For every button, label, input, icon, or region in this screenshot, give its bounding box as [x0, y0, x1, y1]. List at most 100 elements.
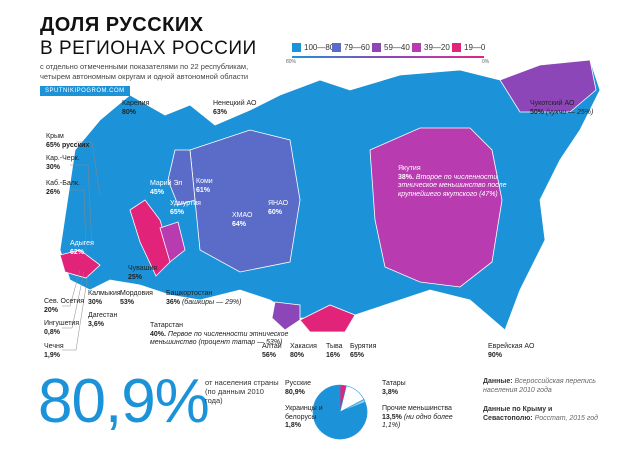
- legend-label: 59—40: [384, 43, 410, 52]
- region-value: 0,8%: [44, 328, 60, 336]
- region-value: 62%: [70, 248, 85, 256]
- legend-label: 100—80%: [304, 43, 342, 52]
- region-label: Карелия 80%: [122, 100, 172, 117]
- source-label: Данные:: [483, 378, 513, 385]
- region-name: Чукотский АО: [530, 100, 575, 107]
- region-label: Тыва 16%: [326, 343, 351, 360]
- big-value: 80,9%: [38, 367, 210, 436]
- region-name: Карелия: [122, 100, 150, 107]
- region-name: Еврейская АО: [488, 343, 535, 350]
- legend-swatch: [452, 43, 461, 52]
- region-value: 65%: [170, 208, 185, 216]
- region-value: 45%: [150, 188, 165, 196]
- pie-label-name: Украинцы и белорусы: [285, 405, 323, 421]
- region-name: Бурятия: [350, 343, 377, 350]
- pie-label: Татары 3,8%: [382, 380, 462, 397]
- region-name: Башкортостан: [166, 290, 213, 297]
- region-name: ХМАО: [232, 212, 253, 219]
- region-label: Кар.-Черк. 30%: [46, 155, 91, 172]
- region-value: 36%: [166, 298, 181, 306]
- region-label: Хакасия 80%: [290, 343, 325, 360]
- region-label: Коми 61%: [196, 178, 226, 195]
- region-name: Коми: [196, 178, 213, 185]
- leader-line: [76, 141, 101, 197]
- leader-line: [62, 273, 89, 351]
- leader-lines: [62, 141, 101, 351]
- region-note: (чукчи — 25%): [545, 108, 594, 116]
- region-value: 80%: [122, 108, 137, 116]
- source-text: Всероссийская перепись населения 2010 го…: [483, 378, 596, 394]
- region-name: Дагестан: [88, 312, 118, 319]
- region-label: Дагестан 3,6%: [88, 312, 128, 329]
- region-label: Мордовия 53%: [120, 290, 160, 307]
- region-value: 56%: [262, 351, 277, 359]
- pie-slice: [312, 384, 368, 440]
- region-label: Бурятия 65%: [350, 343, 385, 360]
- region-value: 50%: [530, 108, 545, 116]
- region-value: 20%: [44, 306, 59, 314]
- title: В РЕГИОНАХ РОССИИ: [40, 38, 257, 59]
- legend-label: 79—60: [344, 43, 370, 52]
- region-komi: [167, 149, 196, 206]
- region-value: 60%: [268, 208, 283, 216]
- region-note: Второе по численности этническое меньшин…: [398, 173, 507, 198]
- region-label: Чувашия 25%: [128, 265, 168, 282]
- region-value: 40%.: [150, 330, 166, 338]
- leader-line: [70, 164, 93, 249]
- region-label: Якутия 38%. Второе по численности этничес…: [398, 165, 508, 199]
- region-chukotka: [499, 59, 597, 113]
- region-name: ЯНАО: [268, 200, 289, 207]
- region-name: Кар.-Черк.: [46, 155, 80, 162]
- region-label: Чукотский АО 50% (чукчи — 25%): [530, 100, 600, 117]
- region-label: Калмыкия 30%: [88, 290, 123, 307]
- legend-item: 39—20: [412, 43, 450, 52]
- legend-swatch: [412, 43, 421, 52]
- source: Данные: Всероссийская перепись населения…: [483, 378, 603, 395]
- region-label: Башкортостан 36% (башкиры — 29%): [166, 290, 256, 307]
- region-value: 53%: [120, 298, 135, 306]
- pie-label: Украинцы и белорусы 1,8%: [285, 405, 340, 431]
- region-label: Удмуртия 65%: [170, 200, 210, 217]
- legend-swatch: [332, 43, 341, 52]
- region-name: Каб.-Балк.: [46, 180, 80, 187]
- region-note: (башкиры — 29%): [181, 298, 242, 306]
- region-name: Адыгея: [70, 240, 94, 247]
- region-name: Ингушетия: [44, 320, 80, 327]
- region-name: Якутия: [398, 165, 421, 172]
- source: Данные по Крыму и Севастополю: Росстат, …: [483, 406, 603, 423]
- region-bashkortostan: [159, 221, 186, 263]
- legend-scale: [292, 56, 484, 58]
- region-name: Сев. Осетия: [44, 298, 85, 305]
- pie-label: Прочие меньшинства 13,5% (ни одно более 1…: [382, 405, 462, 431]
- region-label: Каб.-Балк. 26%: [46, 180, 91, 197]
- region-label: ЯНАО 60%: [268, 200, 298, 217]
- leader-line: [62, 271, 85, 329]
- big-caption: от населения страны (по данным 2010 года…: [205, 378, 279, 405]
- region-label: Адыгея 62%: [70, 240, 110, 257]
- site-badge: SPUTNIKIPOGROM.COM: [40, 86, 130, 96]
- region-value: 3,6%: [88, 320, 104, 328]
- legend-item: 100—80%: [292, 43, 341, 52]
- legend-swatch: [292, 43, 301, 52]
- region-value: 64%: [232, 220, 247, 228]
- region-name: Чувашия: [128, 265, 158, 272]
- title: ДОЛЯ РУССКИХ: [40, 14, 204, 36]
- region-name: Хакасия: [290, 343, 317, 350]
- region-value: 65% русских: [46, 141, 90, 149]
- region-value: 38%.: [398, 173, 414, 181]
- source-label: Данные по Крыму и Севастополю:: [483, 406, 553, 422]
- source-text: Росстат, 2015 год: [534, 414, 599, 422]
- region-name: Крым: [46, 133, 64, 140]
- region-name: Удмуртия: [170, 200, 201, 207]
- pie-label-note: (ни одно более 1,1%): [382, 413, 453, 430]
- region-value: 80%: [290, 351, 305, 359]
- region-altai: [271, 301, 301, 331]
- region-note: Первое по численности этническое меньшин…: [150, 330, 289, 347]
- region-name: Марий Эл: [150, 180, 183, 187]
- legend-label: 39—20: [424, 43, 450, 52]
- region-name: Калмыкия: [88, 290, 121, 297]
- region-label: Татарстан 40%. Первое по численности этни…: [150, 322, 300, 348]
- pie-label-name: Русские: [285, 380, 311, 387]
